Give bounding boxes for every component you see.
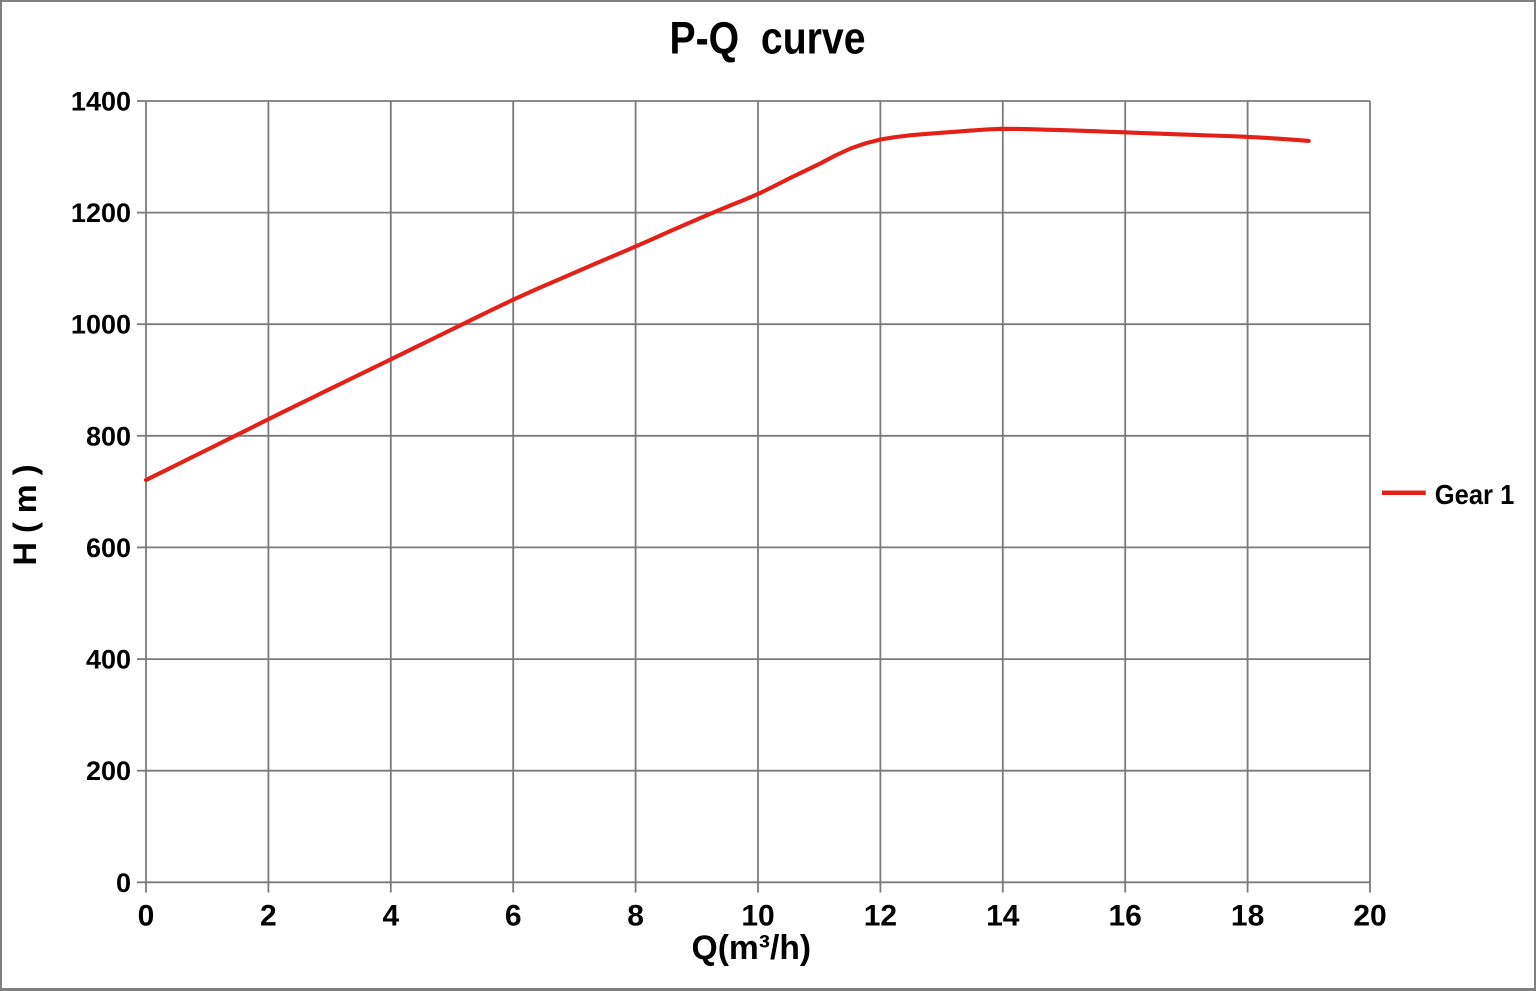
svg-text:P-Q curve: P-Q curve bbox=[670, 13, 866, 64]
svg-text:200: 200 bbox=[86, 756, 131, 786]
svg-text:0: 0 bbox=[116, 868, 131, 898]
svg-text:4: 4 bbox=[382, 900, 399, 933]
svg-text:0: 0 bbox=[138, 900, 155, 933]
svg-text:600: 600 bbox=[86, 533, 131, 563]
svg-text:1400: 1400 bbox=[71, 87, 131, 117]
svg-text:Gear 1: Gear 1 bbox=[1435, 479, 1515, 510]
svg-text:12: 12 bbox=[864, 900, 897, 933]
svg-text:1200: 1200 bbox=[71, 198, 131, 228]
svg-text:Q(m³/h): Q(m³/h) bbox=[692, 929, 812, 967]
svg-text:800: 800 bbox=[86, 421, 131, 451]
svg-text:2: 2 bbox=[260, 900, 277, 933]
svg-text:16: 16 bbox=[1109, 900, 1142, 933]
svg-text:8: 8 bbox=[627, 900, 644, 933]
svg-text:6: 6 bbox=[505, 900, 522, 933]
svg-text:10: 10 bbox=[741, 900, 774, 933]
svg-text:1000: 1000 bbox=[71, 310, 131, 340]
svg-text:20: 20 bbox=[1353, 900, 1386, 933]
svg-text:H ( m ): H ( m ) bbox=[7, 465, 43, 566]
svg-text:400: 400 bbox=[86, 645, 131, 675]
svg-text:14: 14 bbox=[986, 900, 1020, 933]
svg-text:18: 18 bbox=[1231, 900, 1264, 933]
